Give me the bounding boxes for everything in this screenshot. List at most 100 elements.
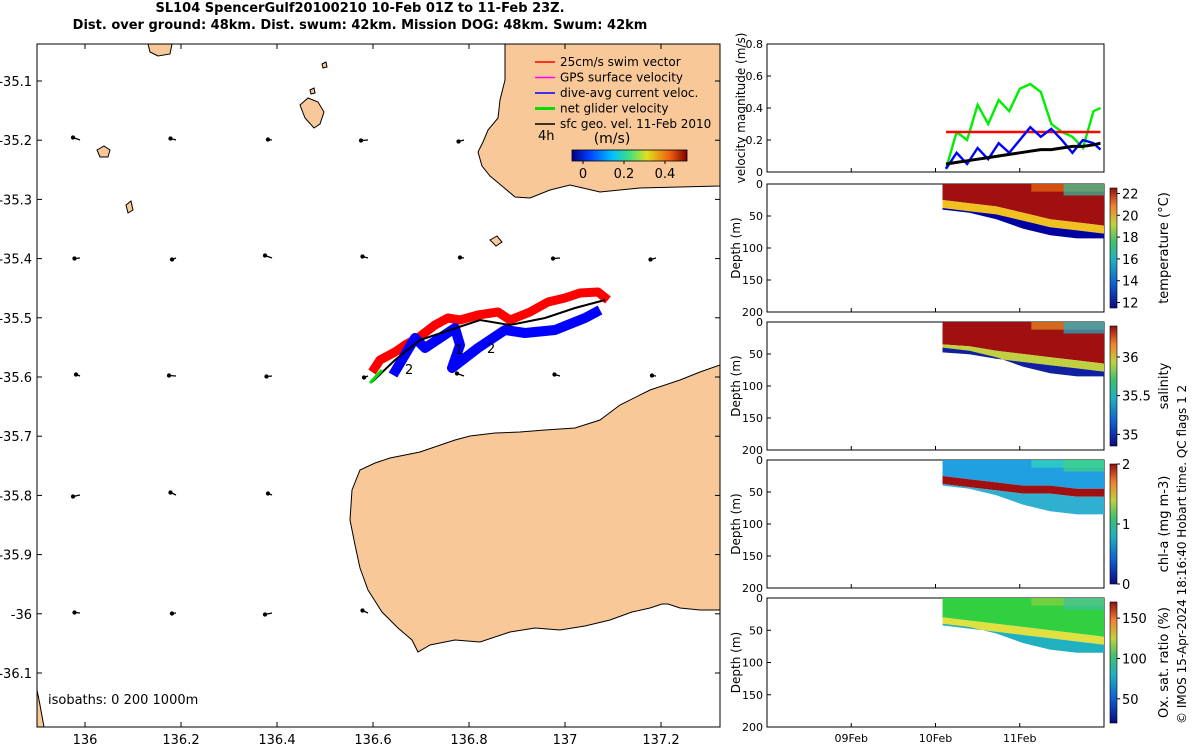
transition-layer	[942, 476, 1104, 497]
panel-colorbar	[1109, 187, 1118, 309]
arrow-head	[72, 256, 77, 261]
depth-tick-label: 100	[742, 380, 763, 393]
map-panel: 2 1 2 136 136.2 136.4 136.6 136.8 137 137.2 -35.…	[0, 43, 721, 748]
panel-colorbar	[1109, 325, 1118, 447]
island-2	[299, 97, 325, 129]
lower-layer	[942, 347, 1104, 377]
arrow-head	[262, 612, 268, 617]
legend-label: GPS surface velocity	[560, 71, 683, 85]
map-frame	[36, 43, 721, 728]
arrow-head	[360, 254, 365, 259]
arrow-head	[265, 491, 271, 496]
colorbar-tick-label: 18	[1122, 231, 1139, 246]
map-x-tick-label: 136.2	[162, 733, 199, 748]
map-y-tick-label: -35.1	[0, 75, 32, 90]
panel-2: 0 50 100 150 200 Depth (m) 35 35.5 36 salinity	[729, 316, 1172, 457]
panel-3: 0 50 100 150 200 Depth (m) 0 1 2 chl-a (mg m-3)	[729, 454, 1172, 595]
arrow-head	[456, 139, 461, 144]
glider-path	[371, 299, 606, 383]
map-x-tick-label: 136.4	[258, 733, 295, 748]
map-legend: 25cm/s swim vector GPS surface velocitydi…	[535, 55, 711, 131]
arrow-head	[360, 608, 365, 613]
depth-tick-label: 200	[742, 444, 763, 457]
map-y-axis: -35.1 -35.2 -35.3 -35.4 -35.5 -35.6 -35.7 -35.8…	[0, 75, 720, 682]
colorbar-tick-label: 0.4	[655, 167, 676, 182]
track-label: 2	[487, 342, 495, 357]
y-tick-label: 0.2	[746, 134, 764, 147]
isobaths-label: isobaths: 0 200 1000m	[48, 693, 198, 708]
arrow-head	[552, 372, 557, 377]
depth-tick-label: 0	[756, 592, 763, 605]
depth-tick-label: 50	[749, 348, 763, 361]
track-label: 1	[455, 343, 463, 358]
arrow-head	[166, 373, 172, 378]
depth-tick-label: 150	[742, 550, 763, 563]
colorbar-tick-label: 35	[1122, 428, 1139, 443]
depth-tick-label: 100	[742, 657, 763, 670]
land-south	[349, 364, 720, 653]
surface-tint-2	[1063, 184, 1104, 196]
y-tick-label: 0.6	[746, 70, 764, 83]
colorbar-tick-label: 2	[1122, 458, 1130, 473]
depth-tick-label: 200	[742, 306, 763, 319]
colorbar-tick-label: 20	[1122, 209, 1139, 224]
land-west-edge	[37, 689, 45, 727]
velocity-series-0	[944, 82, 1101, 170]
depth-tick-label: 50	[749, 624, 763, 637]
arrow-head	[649, 373, 655, 378]
surface-tint-2	[1063, 460, 1104, 472]
panel-colorbar	[1109, 601, 1118, 724]
arrow-head	[550, 256, 556, 261]
colorbar-tick-label: 0	[579, 167, 587, 182]
variable-label: salinity	[1157, 362, 1172, 409]
colorbar-tick-label: 150	[1122, 612, 1147, 627]
map-x-tick-label: 136.8	[450, 733, 487, 748]
lower-layer	[942, 484, 1104, 515]
map-y-tick-label: -35.2	[0, 134, 32, 149]
depth-tick-label: 200	[742, 721, 763, 734]
arrow-head	[168, 490, 173, 495]
upper-layer	[942, 598, 1104, 637]
title-line-1: SL104 SpencerGulf20100210 10-Feb 01Z to …	[155, 1, 565, 16]
title-line-2: Dist. over ground: 48km. Dist. swum: 42k…	[72, 18, 648, 33]
copyright-note: © IMOS 15-Apr-2024 18:16:40 Hobart time.…	[1175, 385, 1189, 724]
arrow-head	[358, 138, 364, 143]
map-y-tick-label: -35.7	[0, 430, 32, 445]
depth-tick-label: 0	[756, 316, 763, 329]
legend-label: net glider velocity	[560, 102, 668, 116]
arrow-head	[262, 253, 268, 258]
colorbar-tick-label: 1	[1122, 518, 1130, 533]
legend-label: sfc geo. vel. 11-Feb 2010	[560, 117, 711, 131]
depth-tick-label: 200	[742, 582, 763, 595]
arrow-head	[169, 611, 175, 616]
panel-colorbar	[1109, 463, 1118, 585]
y-tick-label: 0.4	[746, 102, 764, 115]
arrow-head	[70, 494, 76, 499]
lower-layer	[942, 623, 1104, 653]
variable-label: chl-a (mg m-3)	[1157, 476, 1172, 573]
colorbar-tick-label: 0	[1122, 578, 1130, 593]
arrow-head	[361, 375, 367, 380]
colorbar-tick-label: 0.2	[614, 167, 635, 182]
map-x-axis: 136 136.2 136.4 136.6 136.8 137 137.2	[73, 44, 680, 748]
surface-tint-2	[1063, 322, 1104, 334]
colorbar-tick-label: 12	[1122, 297, 1139, 312]
panel-frame	[766, 43, 1105, 173]
map-y-tick-label: -35.4	[0, 253, 32, 268]
current-vectors	[388, 305, 603, 378]
map-y-tick-label: -35.8	[0, 489, 32, 504]
arrow-head	[70, 135, 76, 140]
colorbar-tick-label: 100	[1122, 652, 1147, 667]
swim-vectors	[368, 287, 611, 375]
depth-tick-label: 50	[749, 486, 763, 499]
map-y-tick-label: -35.9	[0, 549, 32, 564]
track-label: 2	[405, 363, 413, 378]
upper-layer	[942, 322, 1104, 364]
map-y-tick-label: -35.3	[0, 193, 32, 208]
map-y-tick-label: -36.1	[0, 667, 32, 682]
surface-velocity-arrows	[70, 135, 657, 617]
colorbar-tick-label: 50	[1122, 693, 1139, 708]
island-3	[96, 145, 111, 158]
